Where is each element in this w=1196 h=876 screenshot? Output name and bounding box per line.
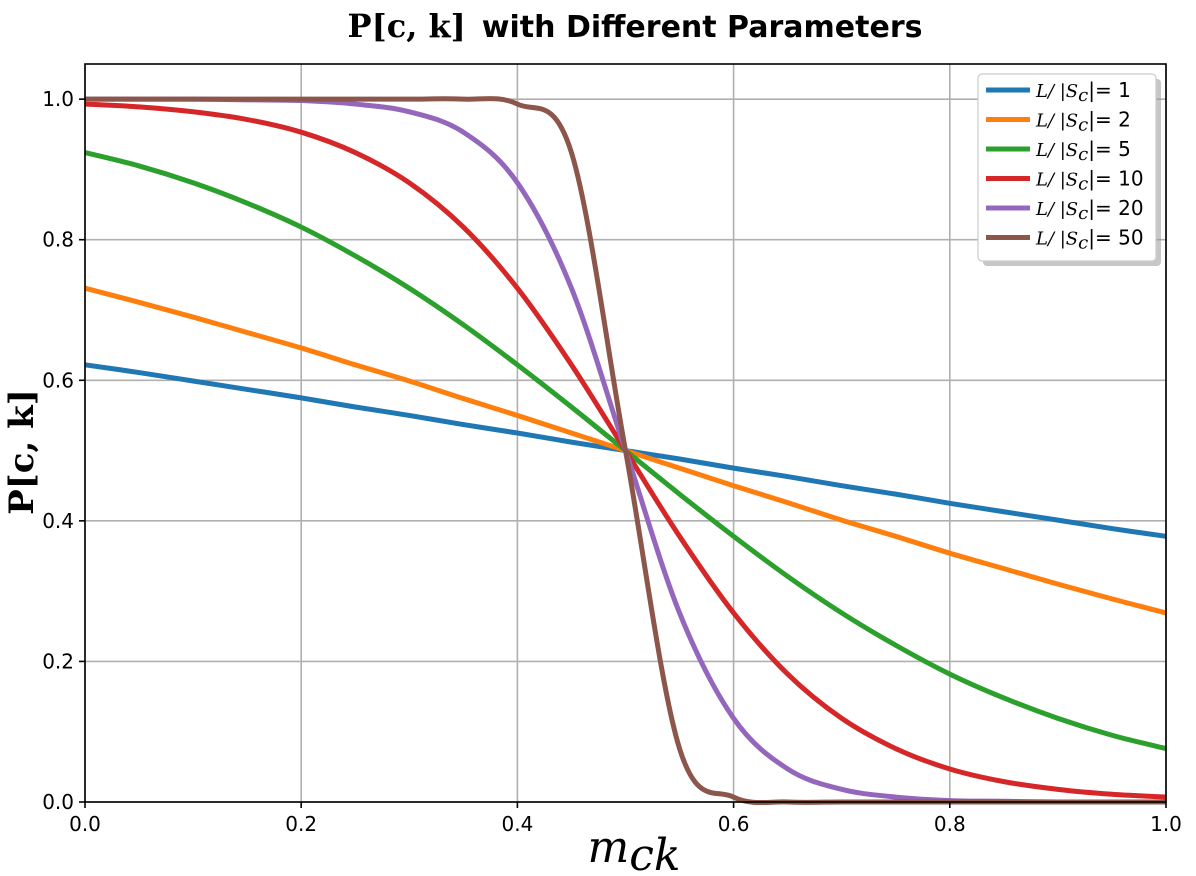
- legend-entry: L/ |Sc|= 2: [1035, 108, 1131, 136]
- x-axis-ticks: 0.0 0.2 0.4 0.6 0.8 1.0: [69, 802, 1182, 836]
- x-axis-label-main: m: [587, 822, 629, 873]
- x-tick-label: 0.4: [501, 812, 533, 836]
- y-tick-label: 0.2: [42, 649, 74, 673]
- y-tick-label: 0.6: [42, 368, 74, 392]
- x-tick-label: 0.0: [69, 812, 101, 836]
- plot-frame: [84, 63, 1167, 803]
- x-tick-label: 0.6: [718, 812, 750, 836]
- y-tick-label: 0.4: [42, 509, 74, 533]
- legend-entry: L/ |Sc|= 1: [1035, 78, 1131, 106]
- x-axis-label-sub: ck: [629, 830, 680, 876]
- y-tick-label: 0.8: [42, 228, 74, 252]
- y-axis-ticks: 0.0 0.2 0.4 0.6 0.8 1.0: [42, 87, 85, 814]
- legend-entry: L/ |Sc|= 50: [1035, 226, 1144, 254]
- chart-title-math: P[c, k]: [348, 7, 466, 45]
- y-axis-label: P[c, k]: [2, 389, 42, 515]
- chart-title-text: with Different Parameters: [482, 10, 923, 45]
- x-axis-label: mck: [587, 822, 680, 876]
- legend-entry: L/ |Sc|= 20: [1035, 196, 1144, 224]
- legend-entry: L/ |Sc|= 10: [1035, 167, 1144, 195]
- legend-entry: L/ |Sc|= 5: [1035, 137, 1131, 165]
- y-tick-label: 1.0: [42, 87, 74, 111]
- x-tick-label: 0.2: [285, 812, 317, 836]
- series-lines: [84, 96, 1167, 806]
- x-tick-label: 0.8: [934, 812, 966, 836]
- x-tick-label: 1.0: [1150, 812, 1182, 836]
- legend: L/ |Sc|= 1L/ |Sc|= 2L/ |Sc|= 5L/ |Sc|= 1…: [977, 73, 1161, 266]
- y-tick-label: 0.0: [42, 790, 74, 814]
- chart-title: P[c, k] with Different Parameters: [348, 7, 923, 45]
